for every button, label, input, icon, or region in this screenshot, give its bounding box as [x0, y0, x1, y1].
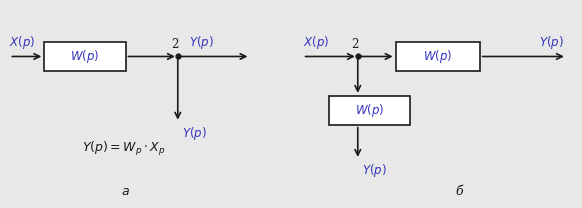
Text: $W(p)$: $W(p)$ [70, 48, 100, 65]
Bar [396, 42, 480, 71]
Text: $W(p)$: $W(p)$ [355, 102, 384, 119]
Text: $Y(p)$: $Y(p)$ [182, 125, 207, 142]
Bar [329, 96, 410, 125]
Text: $a$: $a$ [121, 185, 130, 198]
Text: $Y(p)$: $Y(p)$ [363, 162, 387, 179]
Bar [44, 42, 126, 71]
Text: $Y(p)$: $Y(p)$ [189, 34, 214, 51]
Text: б: б [456, 185, 463, 198]
Text: $Y(p)=W_p \cdot X_p$: $Y(p)=W_p \cdot X_p$ [82, 140, 165, 158]
Text: 2: 2 [351, 38, 359, 51]
Text: $Y(p)$: $Y(p)$ [539, 34, 564, 51]
Text: $X(p)$: $X(p)$ [303, 34, 329, 51]
Text: $W(p)$: $W(p)$ [423, 48, 452, 65]
Text: $X(p)$: $X(p)$ [9, 34, 36, 51]
Text: 2: 2 [171, 38, 179, 51]
